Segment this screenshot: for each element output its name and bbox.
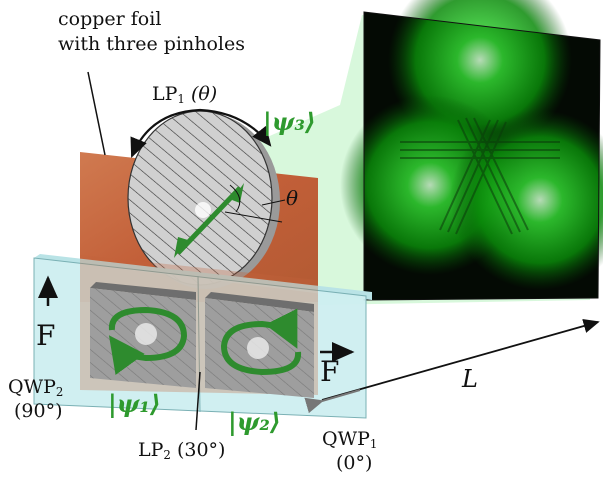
label-lp2-sub: 2 [163,447,171,462]
screen [340,0,603,301]
label-psi3: |ψ₃⟩ [263,107,316,136]
label-qwp2-angle: (90°) [14,400,63,422]
label-qwp2: QWP2 [8,378,63,399]
label-lp2: LP2 (30°) [138,441,225,462]
theta-pointer [261,199,286,206]
label-qwp2-text: QWP [8,376,56,398]
label-lp1-arg: (θ) [190,83,218,105]
distance-arrow [321,318,600,401]
label-lp2-arg: (30°) [176,439,226,461]
label-qwp1: QWP1 [322,430,377,451]
label-qwp1-angle: (0°) [336,452,373,474]
foil-pointer [87,71,106,156]
label-lp1-text: LP [152,83,178,105]
circular-arrow-left [108,306,188,375]
label-lp1: LP1 (θ) [152,85,217,106]
label-qwp1-text: QWP [322,428,370,450]
lp2-pointer [195,371,201,431]
label-lp2-text: LP [138,439,164,461]
rotation-arrow [130,108,272,159]
label-f-right: F [320,355,340,388]
distance-arrow-back [304,389,361,414]
lp1-polarizer [127,110,283,289]
label-psi2: |ψ₂⟩ [228,407,281,436]
label-theta: θ [286,186,299,210]
label-qwp2-sub: 2 [55,384,64,399]
label-copper-foil-line2: with three pinholes [58,33,245,55]
label-qwp1-sub: 1 [369,436,378,451]
label-distance: L [462,365,478,393]
label-psi1: |ψ₁⟩ [108,389,161,418]
label-lp1-sub: 1 [177,91,185,106]
label-f-left: F [36,319,56,352]
label-copper-foil-line1: copper foil [58,8,162,30]
spot-right [450,110,603,290]
circular-arrow-right [220,308,302,376]
